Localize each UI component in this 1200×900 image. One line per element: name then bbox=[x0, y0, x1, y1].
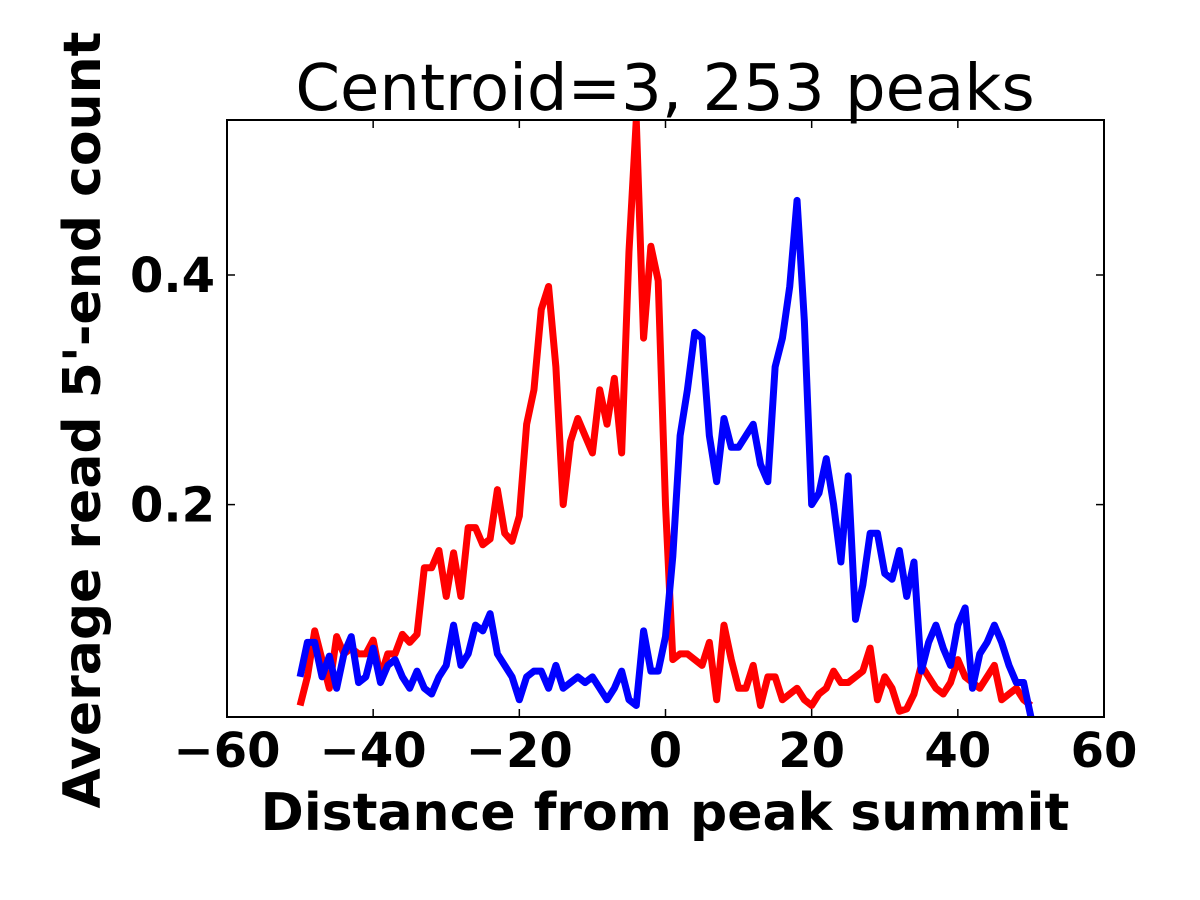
x-axis-label: Distance from peak summit bbox=[261, 783, 1070, 843]
x-tick-label: −20 bbox=[466, 723, 573, 779]
x-tick-label: 20 bbox=[778, 723, 845, 779]
series-line-1 bbox=[296, 120, 1034, 715]
y-axis-label: Average read 5'-end count bbox=[53, 32, 113, 809]
x-tick-label: 60 bbox=[1071, 723, 1138, 779]
x-tick-label: −60 bbox=[173, 723, 280, 779]
x-tick-label: 0 bbox=[649, 723, 682, 779]
tick-label-layer: −60 −40 −20 0 20 40 60 0.2 0.4 bbox=[130, 248, 1137, 779]
series-layer bbox=[296, 120, 1035, 717]
x-tick-label: 40 bbox=[924, 723, 991, 779]
x-tick-label: −40 bbox=[320, 723, 427, 779]
tick-layer bbox=[226, 120, 1105, 717]
chart-title: Centroid=3, 253 peaks bbox=[295, 52, 1034, 126]
y-tick-label: 0.4 bbox=[130, 248, 215, 304]
y-tick-label: 0.2 bbox=[130, 478, 215, 534]
series-line-2 bbox=[296, 196, 1035, 717]
